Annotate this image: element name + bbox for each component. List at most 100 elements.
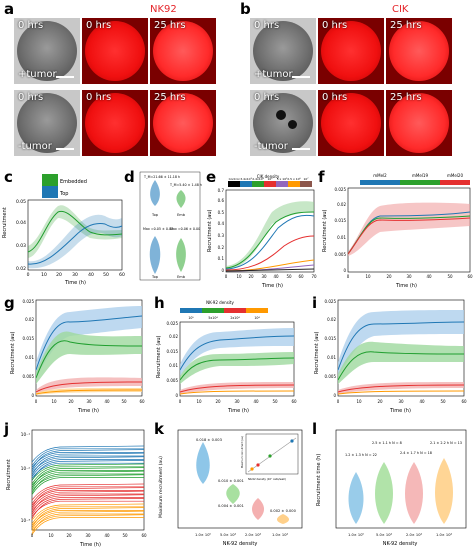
nk92-tumor-brightfield: 0 hrs +tumor [14, 18, 80, 84]
k-xlabel: NK-92 density [223, 541, 258, 547]
ytick: 0.02 [16, 266, 26, 272]
k-val-4: 0.002 ± 0.000 [270, 509, 297, 513]
xtick: 20 [68, 399, 74, 404]
d-stat1: T_M=21.66 ± 11.18 h [143, 175, 180, 179]
panel-b-header: CIK [392, 4, 409, 15]
ytick: 0.3 [218, 233, 225, 238]
plot-d-frame [139, 171, 201, 281]
time-label: 25 hrs [154, 20, 186, 31]
time-label: 0 hrs [18, 20, 44, 31]
xtick: 30 [85, 533, 91, 538]
j-trace [31, 448, 144, 466]
panel-i-label: i [312, 294, 317, 312]
xtick: 30 [261, 274, 267, 279]
series-e-1e5 [225, 235, 315, 271]
xtick: 50 [440, 399, 446, 404]
ytick: 0.015 [335, 218, 347, 223]
xtick: 60 [139, 399, 145, 404]
legend-top: Top [59, 191, 68, 197]
k-violin-2e4 [251, 498, 265, 520]
xtick: 30 [234, 399, 240, 404]
j-trace [31, 452, 145, 472]
xcat: Emb [177, 213, 186, 217]
k-inset-point [290, 439, 294, 443]
ytick: 0.02 [337, 202, 346, 207]
xtick: 10 [236, 274, 242, 279]
h-legend-swatch-3 [224, 308, 246, 313]
xtick: 40 [273, 274, 279, 279]
e-legend: 3.4x10³ [240, 177, 252, 181]
condition-label: -tumor [254, 141, 288, 152]
panel-k-label: k [154, 420, 165, 438]
l-stat-3: 2.4 ± 1.7 h N = 18 [400, 451, 432, 455]
h-legend: 2x10⁴ [230, 316, 240, 320]
xcat: 1.0× 10⁴ [272, 533, 288, 537]
ytick: 0.02 [327, 317, 336, 322]
j-trace [31, 506, 144, 524]
legend-embedded: Embedded [60, 179, 87, 185]
xtick: 30 [406, 274, 412, 279]
plot-k-frame [177, 429, 303, 529]
plot-c-frame [27, 199, 123, 271]
j-traces [31, 445, 145, 535]
j-trace [31, 470, 144, 486]
f-legend-swatch-1 [360, 180, 400, 185]
e-legend: Control [229, 177, 240, 181]
xtick: 50 [272, 399, 278, 404]
ytick: 0.02 [169, 334, 178, 339]
j-xlabel: Time (h) [79, 542, 101, 548]
ytick: 10⁻² [21, 466, 31, 471]
e-legend: 10⁵ [267, 177, 273, 181]
ytick: 0.7 [218, 188, 225, 193]
xtick: 20 [56, 272, 62, 278]
xtick: 20 [215, 399, 221, 404]
scale-bar [56, 148, 74, 150]
violin-emb-time [176, 190, 186, 208]
xtick: 60 [461, 399, 467, 404]
d-stat3: Max =0.05 ± 0.02 [143, 227, 173, 231]
j-trace [31, 497, 144, 515]
violin-emb-max [176, 238, 186, 272]
violin-top-max [149, 236, 161, 274]
h-xlabel: Time (h) [227, 408, 249, 414]
xtick: 30 [86, 399, 92, 404]
j-trace [31, 473, 144, 494]
j-trace [31, 487, 145, 508]
h-legend-swatch-4 [246, 308, 268, 313]
j-trace [31, 460, 145, 481]
xtick: 10 [41, 272, 47, 278]
time-label: 25 hrs [390, 20, 422, 31]
j-trace [31, 510, 144, 526]
f-xlabel: Time (h) [395, 283, 417, 289]
f-legend: mMel20 [447, 173, 463, 178]
j-trace [31, 452, 144, 468]
j-trace [31, 493, 144, 514]
time-label: 0 hrs [322, 20, 348, 31]
j-trace [31, 513, 144, 534]
series-top [27, 223, 123, 265]
j-trace [31, 507, 145, 528]
xtick: 60 [119, 272, 125, 278]
ytick: 0.05 [16, 199, 26, 205]
j-trace [31, 463, 145, 481]
series-e-2.4e4 [225, 211, 315, 269]
xtick: 0 [347, 274, 350, 279]
xtick: 10 [356, 399, 362, 404]
e-title: CIK density [257, 174, 280, 179]
ytick: 0.005 [335, 252, 347, 257]
xcat: 1.0× 10⁵ [348, 533, 364, 537]
f-ylabel: Recruitment (au) [322, 210, 328, 252]
xtick: 40 [253, 399, 259, 404]
ytick: 0.005 [167, 378, 179, 383]
series-i-blue [337, 321, 465, 371]
ytick: 0.005 [325, 374, 337, 379]
h-legend: 10⁴ [254, 316, 260, 320]
time-label: 0 hrs [86, 20, 112, 31]
nk92-notumor-fluor-0h: 0 hrs [82, 90, 148, 156]
ytick: 0.03 [16, 243, 26, 249]
panel-h-label: h [154, 294, 165, 312]
l-xlabel: NK-92 density [383, 541, 418, 547]
j-trace [31, 517, 144, 535]
row-jkl: j Recruitment Time (h) 10⁻¹ 10⁻² 10⁻³ 0 … [3, 420, 467, 548]
e-legend: 2.4x10⁴ [252, 177, 264, 181]
